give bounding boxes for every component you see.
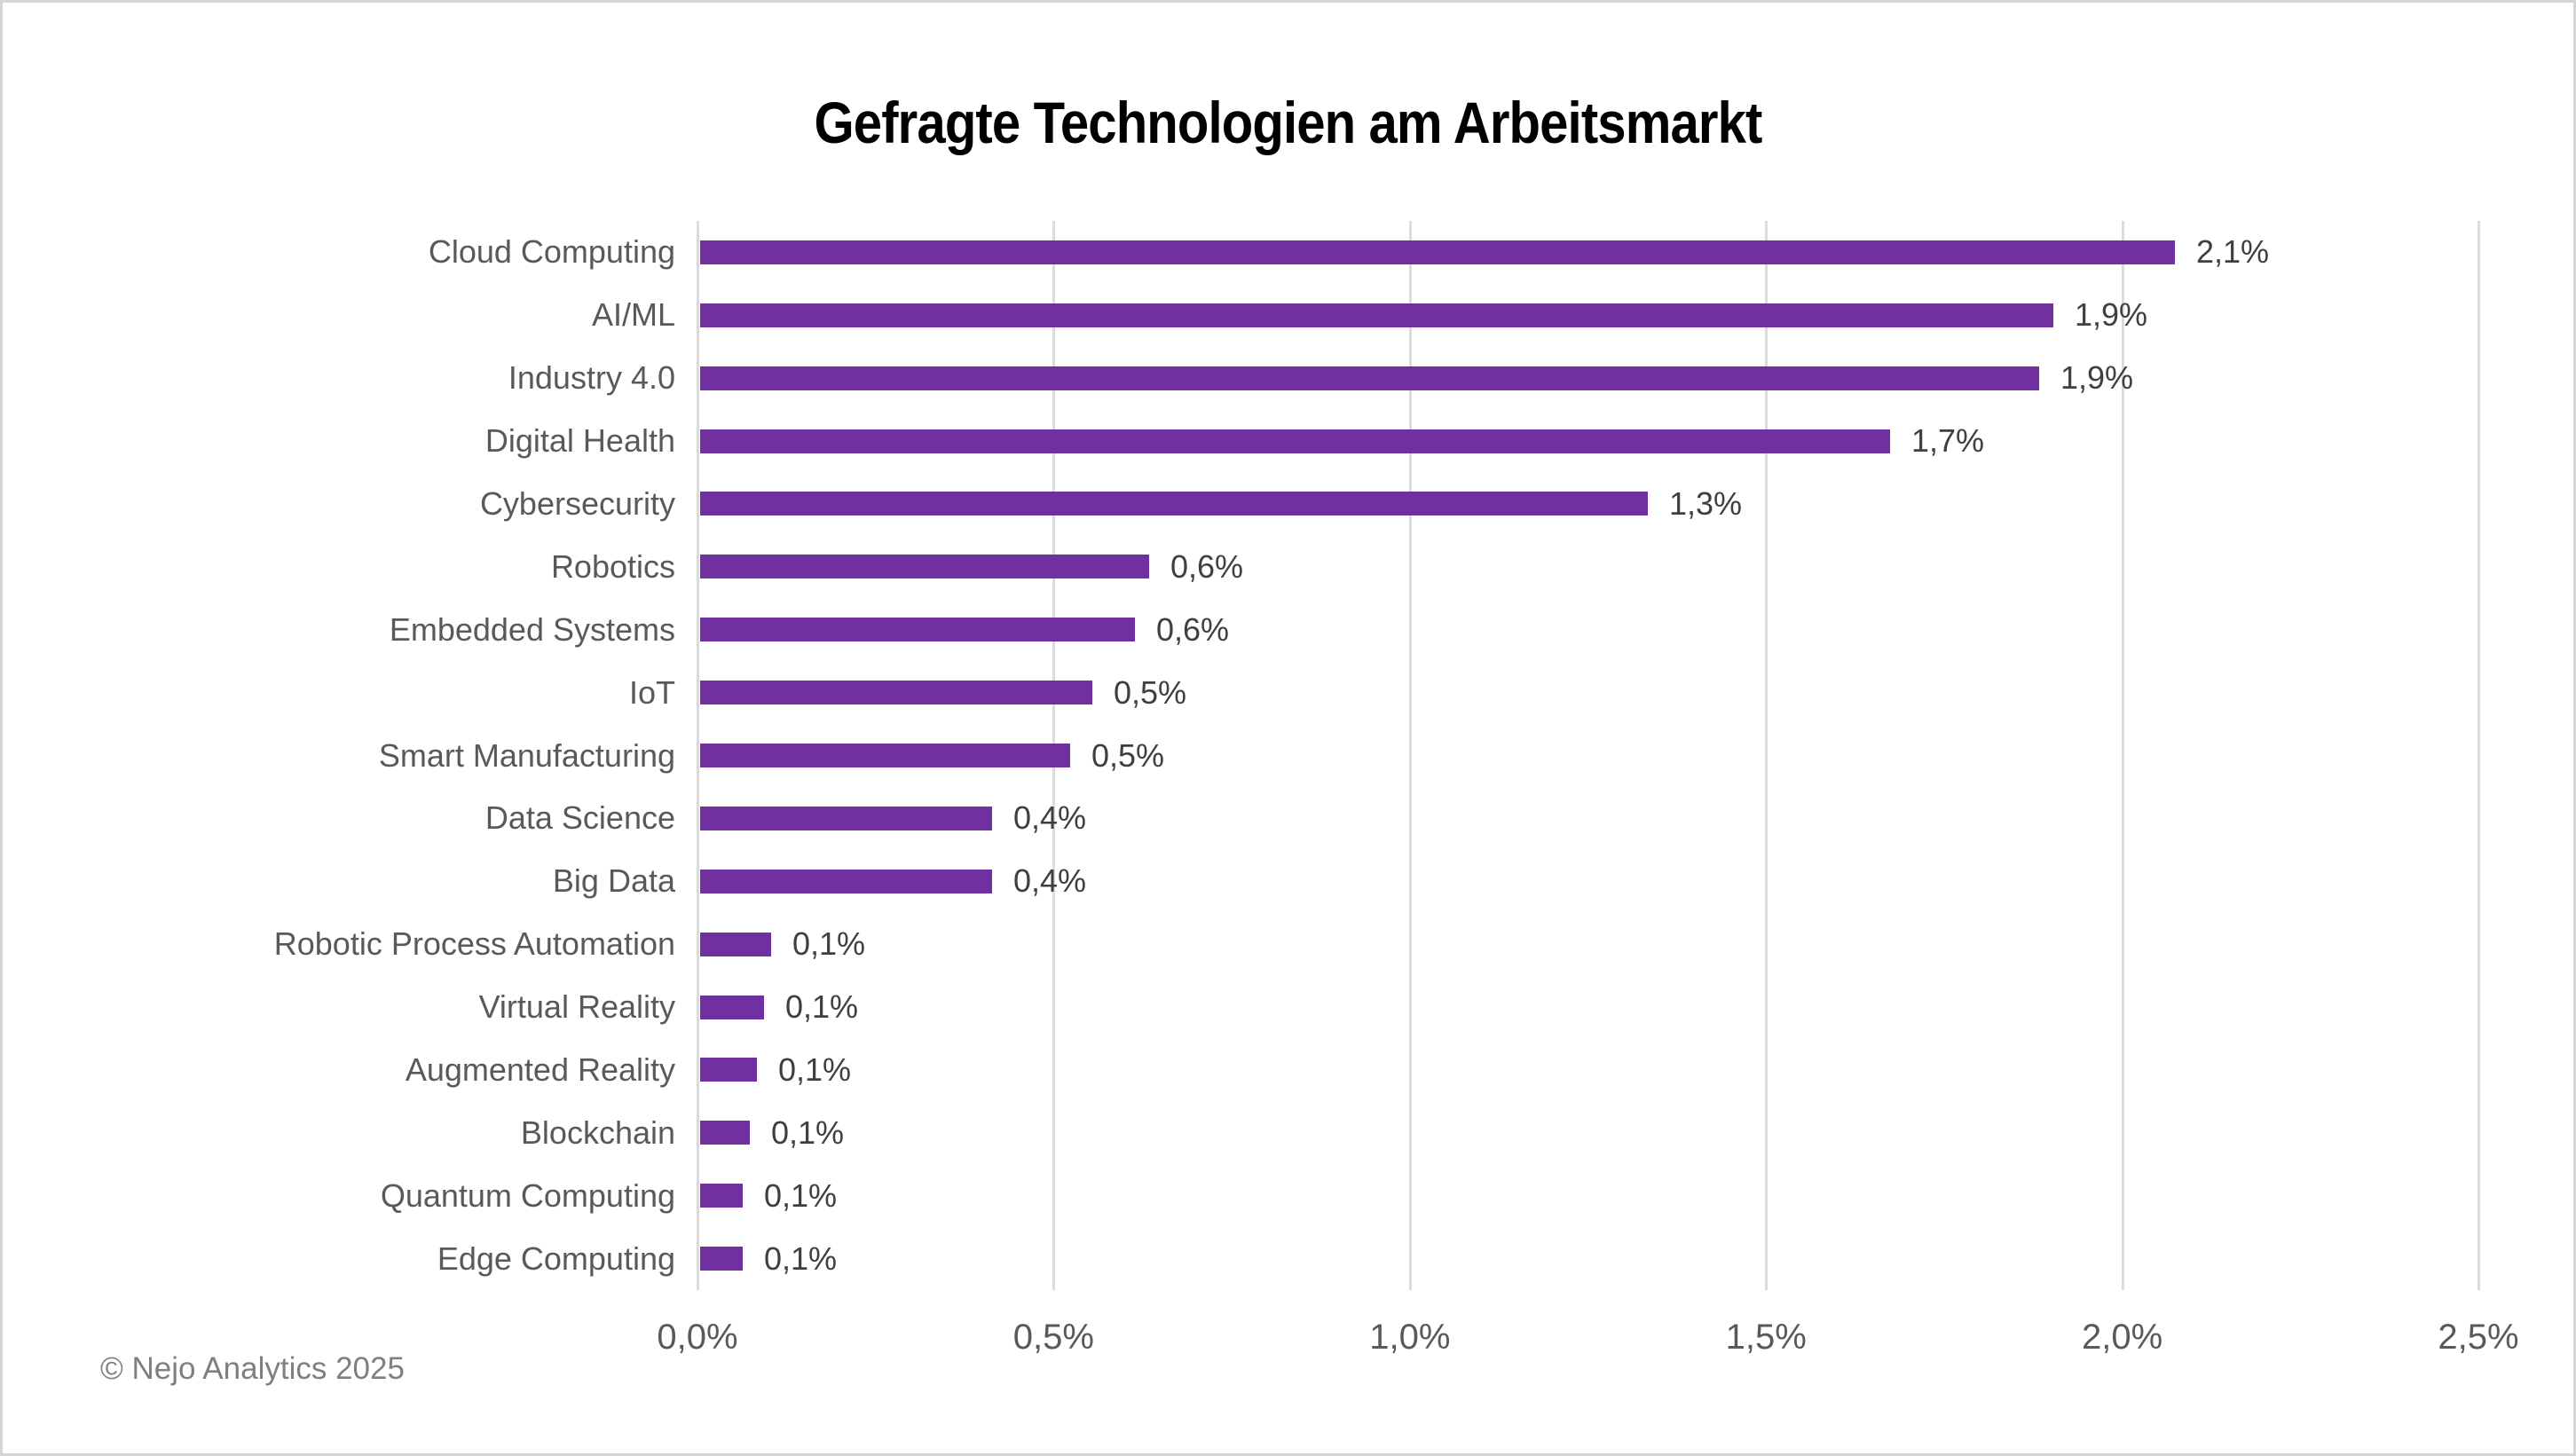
- x-tick-label: 1,0%: [1369, 1318, 1451, 1357]
- bar: [700, 1247, 743, 1271]
- value-label: 1,9%: [2075, 296, 2148, 333]
- x-tick-label: 2,5%: [2438, 1318, 2519, 1357]
- value-label: 0,4%: [1013, 862, 1087, 899]
- x-tick-label: 0,5%: [1012, 1318, 1094, 1357]
- bar: [700, 870, 992, 893]
- x-tick-label: 0,0%: [657, 1318, 738, 1357]
- category-label: Smart Manufacturing: [378, 737, 675, 774]
- bar: [700, 366, 2039, 390]
- copyright-footer: © Nejo Analytics 2025: [100, 1351, 405, 1386]
- x-tick-label: 2,0%: [2082, 1318, 2163, 1357]
- value-label: 0,6%: [1170, 548, 1244, 585]
- category-label: Augmented Reality: [405, 1051, 675, 1088]
- category-label: AI/ML: [591, 296, 675, 333]
- bar: [700, 1184, 743, 1208]
- category-label: Data Science: [484, 799, 675, 836]
- bar: [700, 240, 2175, 264]
- value-label: 0,1%: [785, 988, 859, 1025]
- value-label: 0,5%: [1114, 674, 1187, 711]
- category-label: Virtual Reality: [478, 988, 675, 1025]
- category-label: Robotics: [550, 548, 675, 585]
- bar: [700, 1058, 757, 1082]
- bar: [700, 681, 1092, 704]
- bar: [700, 303, 2053, 327]
- gridline: [2478, 221, 2480, 1290]
- category-label: Edge Computing: [437, 1240, 675, 1277]
- x-tick-label: 1,5%: [1725, 1318, 1807, 1357]
- gridline: [1408, 221, 1412, 1290]
- bar: [700, 807, 992, 830]
- value-label: 1,9%: [2060, 359, 2134, 396]
- value-label: 0,4%: [1013, 799, 1087, 836]
- bar: [700, 492, 1648, 516]
- value-label: 0,1%: [764, 1240, 838, 1277]
- category-label: IoT: [628, 674, 675, 711]
- chart-title: Gefragte Technologien am Arbeitsmarkt: [814, 90, 1763, 155]
- value-label: 2,1%: [2196, 233, 2270, 270]
- bar: [700, 996, 764, 1019]
- category-label: Cloud Computing: [428, 233, 675, 270]
- category-label: Industry 4.0: [508, 359, 675, 396]
- category-label: Embedded Systems: [389, 611, 675, 648]
- value-label: 1,3%: [1669, 485, 1743, 522]
- value-label: 0,1%: [778, 1051, 852, 1088]
- bar: [700, 744, 1070, 767]
- gridline: [2121, 221, 2124, 1290]
- category-label: Digital Health: [484, 422, 675, 459]
- gridline: [697, 221, 699, 1290]
- bar: [700, 429, 1890, 453]
- value-label: 1,7%: [1911, 422, 1985, 459]
- category-label: Robotic Process Automation: [273, 925, 675, 962]
- value-label: 0,6%: [1156, 611, 1230, 648]
- category-label: Big Data: [552, 862, 675, 899]
- category-label: Quantum Computing: [380, 1177, 675, 1214]
- bar: [700, 618, 1135, 641]
- gridline: [1765, 221, 1769, 1290]
- category-label: Blockchain: [520, 1114, 675, 1151]
- plot-area: 0,0% 0,5% 1,0% 1,5% 2,0% 2,5% Cloud Computing 2…: [3, 3, 2573, 1453]
- value-label: 0,5%: [1091, 737, 1165, 774]
- value-label: 0,1%: [771, 1114, 845, 1151]
- bar: [700, 1121, 750, 1145]
- category-label: Cybersecurity: [479, 485, 675, 522]
- value-label: 0,1%: [764, 1177, 838, 1214]
- value-label: 0,1%: [792, 925, 866, 962]
- bar: [700, 933, 771, 956]
- bar: [700, 555, 1149, 578]
